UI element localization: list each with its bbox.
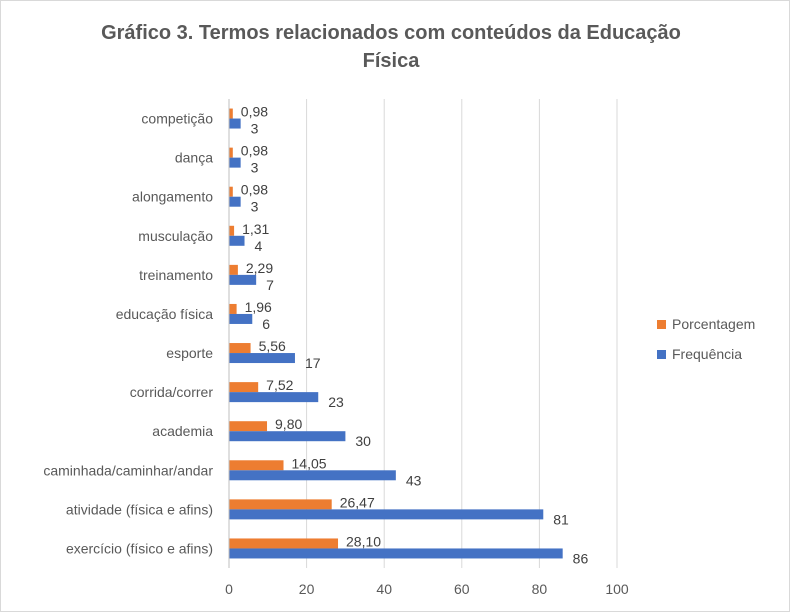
bar-porcentagem (229, 264, 238, 275)
data-label-porcentagem: 2,29 (246, 260, 273, 276)
data-label-porcentagem: 28,10 (346, 533, 381, 549)
bar-frequencia (229, 274, 257, 285)
data-label-frequencia: 3 (251, 121, 259, 137)
data-label-porcentagem: 26,47 (340, 494, 375, 510)
data-label-frequencia: 3 (251, 160, 259, 176)
category-label: alongamento (132, 189, 213, 205)
data-label-frequencia: 81 (553, 511, 569, 527)
x-tick-label-40: 40 (376, 581, 392, 597)
data-label-porcentagem: 0,98 (241, 104, 268, 120)
x-tick-label-100: 100 (605, 581, 629, 597)
bar-frequencia (229, 431, 346, 442)
x-tick-label-80: 80 (532, 581, 548, 597)
category-label: caminhada/caminhar/andar (43, 462, 213, 478)
bar-frequencia (229, 157, 241, 168)
data-label-porcentagem: 14,05 (292, 455, 327, 471)
legend-label-1: Frequência (672, 346, 742, 362)
category-label: atividade (física e afins) (66, 501, 213, 517)
bar-porcentagem (229, 499, 332, 510)
data-label-porcentagem: 7,52 (266, 377, 293, 393)
bar-porcentagem (229, 343, 251, 354)
bar-frequencia (229, 118, 241, 129)
bar-porcentagem (229, 382, 259, 393)
bar-porcentagem (229, 421, 268, 432)
bar-porcentagem (229, 303, 237, 314)
x-tick-label-20: 20 (299, 581, 315, 597)
legend-label-0: Porcentagem (672, 316, 755, 332)
data-label-frequencia: 86 (573, 550, 589, 566)
bar-frequencia (229, 235, 245, 246)
bar-porcentagem (229, 147, 233, 158)
bar-frequencia (229, 313, 253, 324)
bar-frequencia (229, 392, 319, 403)
legend-swatch-0 (657, 320, 666, 329)
bar-porcentagem (229, 186, 233, 197)
data-label-porcentagem: 9,80 (275, 416, 302, 432)
category-label: exercício (físico e afins) (66, 540, 213, 556)
category-label: dança (175, 150, 213, 166)
category-label: academia (152, 423, 213, 439)
x-tick-label-0: 0 (225, 581, 233, 597)
data-label-porcentagem: 1,31 (242, 221, 269, 237)
data-label-porcentagem: 0,98 (241, 143, 268, 159)
data-label-frequencia: 3 (251, 199, 259, 215)
chart-title: Gráfico 3. Termos relacionados com conte… (101, 22, 681, 72)
bar-porcentagem (229, 108, 233, 119)
data-label-porcentagem: 5,56 (259, 338, 286, 354)
data-label-frequencia: 6 (262, 316, 270, 332)
bar-porcentagem (229, 225, 235, 236)
data-label-frequencia: 30 (355, 433, 371, 449)
category-label: treinamento (139, 267, 213, 283)
category-label: corrida/correr (130, 384, 214, 400)
data-label-frequencia: 17 (305, 355, 321, 371)
bar-porcentagem (229, 460, 284, 471)
bar-frequencia (229, 548, 563, 559)
data-label-porcentagem: 1,96 (245, 299, 272, 315)
bar-frequencia (229, 509, 544, 520)
x-tick-label-60: 60 (454, 581, 470, 597)
data-label-frequencia: 23 (328, 394, 344, 410)
data-label-frequencia: 7 (266, 277, 274, 293)
bar-porcentagem (229, 538, 339, 549)
category-label: competição (141, 111, 213, 127)
category-label: esporte (166, 345, 213, 361)
category-label: musculação (138, 228, 213, 244)
legend-swatch-1 (657, 350, 666, 359)
bar-frequencia (229, 470, 396, 481)
category-label: educação física (116, 306, 213, 322)
bar-frequencia (229, 353, 295, 364)
data-label-porcentagem: 0,98 (241, 182, 268, 198)
bar-frequencia (229, 196, 241, 207)
data-label-frequencia: 4 (255, 238, 263, 254)
data-label-frequencia: 43 (406, 472, 422, 488)
